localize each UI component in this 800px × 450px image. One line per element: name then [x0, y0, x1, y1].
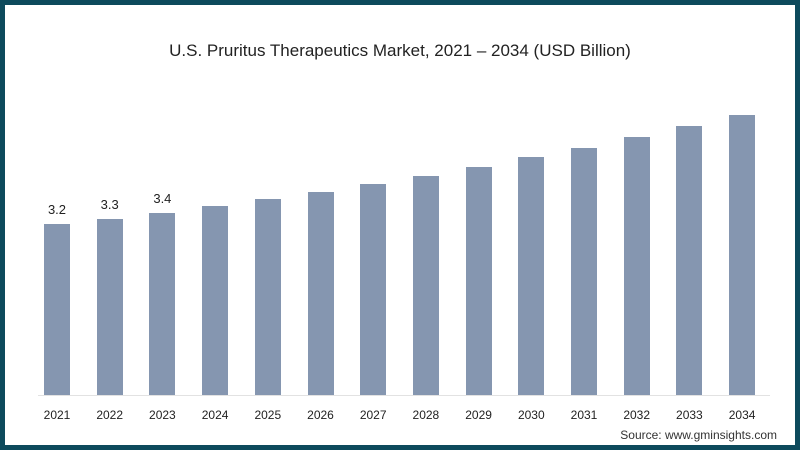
x-tick-label: 2029 — [465, 408, 492, 422]
chart-frame: U.S. Pruritus Therapeutics Market, 2021 … — [5, 5, 795, 445]
bar-2026 — [307, 192, 334, 395]
bar-2030 — [518, 156, 545, 395]
bar-2032 — [623, 137, 650, 395]
x-tick-label: 2033 — [676, 408, 703, 422]
x-tick-label: 2024 — [201, 408, 229, 422]
x-tick-label: 2022 — [96, 408, 124, 422]
bar-2023 — [149, 213, 176, 395]
data-label: 3.4 — [153, 191, 172, 207]
bar-2029 — [465, 166, 492, 395]
x-tick-label: 2034 — [728, 408, 756, 422]
x-axis-line — [38, 395, 770, 396]
bar-2031 — [571, 147, 597, 395]
chart-title: U.S. Pruritus Therapeutics Market, 2021 … — [169, 41, 631, 60]
x-tick-label: 2026 — [307, 408, 334, 422]
bar-2034 — [729, 115, 756, 395]
data-label: 3.3 — [100, 196, 119, 212]
x-tick-label: 2025 — [254, 408, 282, 422]
x-tick-label: 2032 — [623, 408, 651, 422]
data-label: 3.2 — [47, 202, 67, 218]
x-tick-label: 2027 — [359, 408, 387, 422]
source-note: Source: www.gminsights.com — [620, 428, 777, 442]
bar-2028 — [412, 176, 439, 395]
bar-2027 — [360, 184, 387, 395]
bar-2022 — [96, 218, 123, 395]
plot-area: 2021 3.2 2022 3.3 2023 3.4 2024 2025 2026 2027 202… — [5, 5, 795, 445]
bar-2021 — [44, 224, 70, 395]
bar-2024 — [202, 205, 229, 395]
x-tick-label: 2021 — [43, 408, 71, 422]
bar-2033 — [676, 125, 703, 395]
x-tick-label: 2030 — [517, 408, 545, 422]
bar-2025 — [254, 199, 281, 395]
x-tick-label: 2023 — [149, 408, 176, 422]
x-tick-label: 2031 — [570, 408, 598, 422]
x-tick-label: 2028 — [412, 408, 440, 422]
